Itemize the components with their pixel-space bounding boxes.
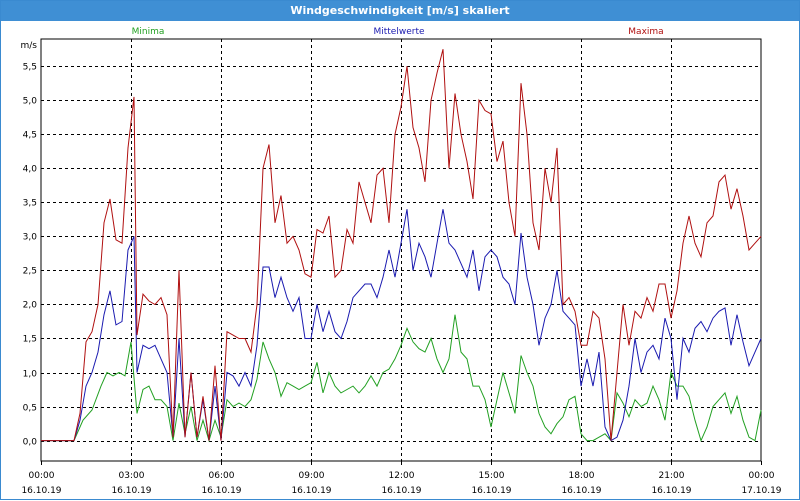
- y-tick-label: 4,0: [23, 165, 38, 175]
- x-tick-time: 00:00: [29, 471, 55, 481]
- y-tick-label: 5,0: [23, 97, 38, 107]
- y-tick-label: 2,0: [23, 301, 38, 311]
- y-tick-label: 5,5: [23, 63, 37, 73]
- x-tick-time: 03:00: [119, 471, 145, 481]
- y-tick-label: 0,5: [23, 404, 37, 414]
- y-tick-label: 1,5: [23, 335, 37, 345]
- y-tick-label: 4,5: [23, 131, 37, 141]
- series-line-minima: [41, 314, 762, 443]
- y-tick-label: 3,0: [23, 233, 38, 243]
- legend-mittelwerte: Mittelwerte: [373, 27, 424, 37]
- x-tick-date: 16.10.19: [381, 486, 421, 496]
- x-tick-time: 00:00: [749, 471, 775, 481]
- y-tick-label: 2,5: [23, 267, 37, 277]
- y-tick-label: 0,0: [23, 438, 38, 448]
- series-line-maxima: [41, 49, 762, 442]
- legend-minima: Minima: [132, 27, 165, 37]
- x-tick-time: 15:00: [479, 471, 505, 481]
- x-tick-time: 06:00: [209, 471, 235, 481]
- y-tick-label: 3,5: [23, 199, 37, 209]
- x-tick-time: 12:00: [389, 471, 415, 481]
- x-tick-date: 16.10.19: [471, 486, 511, 496]
- series-line-mittelwerte: [41, 209, 762, 442]
- y-axis-label: m/s: [21, 41, 38, 51]
- x-tick-date: 16.10.19: [111, 486, 151, 496]
- x-tick-date: 16.10.19: [291, 486, 331, 496]
- y-tick-label: 1,0: [23, 370, 38, 380]
- x-tick-date: 16.10.19: [21, 486, 61, 496]
- x-tick-time: 18:00: [569, 471, 595, 481]
- x-tick-date: 16.10.19: [201, 486, 241, 496]
- x-tick-time: 09:00: [299, 471, 325, 481]
- x-tick-date: 17.10.19: [741, 486, 781, 496]
- legend-maxima: Maxima: [628, 27, 663, 37]
- x-tick-date: 16.10.19: [561, 486, 601, 496]
- x-tick-time: 21:00: [659, 471, 685, 481]
- x-tick-date: 16.10.19: [651, 486, 691, 496]
- window-title: Windgeschwindigkeit [m/s] skaliert: [1, 1, 799, 21]
